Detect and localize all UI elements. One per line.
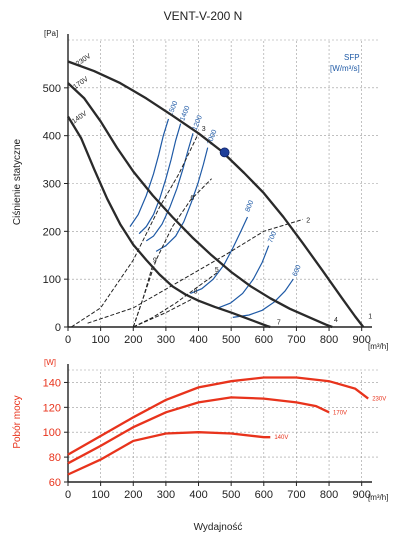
x-axis-label: Wydajność: [194, 522, 243, 533]
system-curve-label: 4: [334, 317, 338, 324]
fan-curve-label: 230V: [75, 53, 93, 68]
sfp-curve: [155, 147, 209, 252]
pressure-chart: SFP [W/m³/s] [Pa] [m³/h] Ciśnienie staty…: [12, 29, 388, 351]
system-curve: [133, 271, 219, 328]
sfp-curve-label: 700: [267, 230, 278, 244]
y-tick-label: 100: [43, 427, 61, 439]
y-tick-label: 300: [43, 179, 61, 191]
x-tick-label: 700: [287, 334, 305, 346]
y-tick-label: 0: [55, 322, 61, 334]
power-curve-140v: [67, 431, 271, 476]
y-tick-label: 140: [43, 377, 61, 389]
x-tick-label: 900: [353, 489, 371, 501]
x-tick-label: 700: [287, 489, 305, 501]
system-curve: [133, 297, 194, 328]
sfp-legend-title: SFP: [344, 53, 360, 62]
system-curve: [132, 264, 154, 328]
system-curve: [71, 133, 199, 328]
system-curve-label: 7: [277, 320, 281, 327]
x-tick-label: 800: [320, 334, 338, 346]
y-tick-label: 400: [43, 131, 61, 143]
pressure-y-unit: [Pa]: [44, 29, 58, 38]
sfp-curve: [190, 216, 249, 295]
sfp-curve: [232, 278, 294, 318]
power-curve-230v: [67, 376, 369, 456]
power-x-unit: [m³/h]: [368, 493, 388, 502]
sfp-legend-unit: [W/m³/s]: [330, 64, 360, 73]
x-tick-label: 300: [157, 489, 175, 501]
chart-title: VENT-V-200 N: [164, 9, 243, 23]
x-tick-label: 200: [124, 334, 142, 346]
x-tick-label: 300: [157, 334, 175, 346]
y-tick-label: 60: [49, 477, 61, 489]
x-tick-label: 0: [65, 334, 71, 346]
system-curve-label: 3: [202, 126, 206, 133]
system-curve-label: 6: [190, 195, 194, 202]
sfp-curve-label: 600: [292, 264, 303, 278]
power-curve-170v: [67, 396, 330, 465]
x-tick-label: 100: [91, 489, 109, 501]
y-tick-label: 120: [43, 402, 61, 414]
x-tick-label: 600: [255, 334, 273, 346]
sfp-curve: [138, 123, 182, 235]
power-y-label: Pobór mocy: [12, 395, 23, 448]
x-tick-label: 100: [91, 334, 109, 346]
x-tick-label: 600: [255, 489, 273, 501]
fan-curve-label: 140V: [71, 110, 89, 125]
system-curve-label: 9: [153, 257, 157, 264]
power-curve-label: 230V: [372, 397, 386, 403]
x-tick-label: 800: [320, 489, 338, 501]
pressure-y-label: Ciśnienie statyczne: [12, 138, 23, 225]
pressure-x-unit: [m³/h]: [368, 342, 388, 351]
fan-curve-170v: [67, 82, 333, 329]
system-curve-label: 2: [306, 218, 310, 225]
sfp-curve-label: 1400: [179, 105, 191, 122]
power-y-unit: [W]: [44, 358, 56, 367]
x-tick-label: 500: [222, 489, 240, 501]
sfp-curve: [217, 245, 270, 309]
power-chart: [W] [m³/h] Pobór mocy 0 100 200 300 400 500 60…: [12, 358, 388, 502]
fan-curve-230v: [67, 60, 365, 328]
y-tick-label: 80: [49, 452, 61, 464]
fan-curve-label: 170V: [72, 76, 90, 91]
system-curve: [87, 218, 304, 324]
y-tick-label: 500: [43, 83, 61, 95]
x-tick-label: 900: [353, 334, 371, 346]
sfp-curve-label: 800: [244, 199, 255, 213]
y-tick-label: 100: [43, 274, 61, 286]
power-curve-label: 170V: [333, 410, 347, 416]
x-tick-label: 0: [65, 489, 71, 501]
fan-curve-140v: [67, 115, 271, 329]
power-curve-label: 140V: [274, 435, 288, 441]
y-tick-label: 200: [43, 226, 61, 238]
system-curve-label: 1: [368, 313, 372, 320]
sfp-curve: [129, 118, 170, 227]
operating-point-marker: [219, 147, 230, 158]
system-curve-label: 5: [215, 267, 219, 274]
system-curve-label: 8: [194, 289, 198, 296]
x-tick-label: 500: [222, 334, 240, 346]
x-tick-label: 400: [189, 489, 207, 501]
sfp-curve: [145, 133, 194, 242]
x-tick-label: 400: [189, 334, 207, 346]
x-tick-label: 200: [124, 489, 142, 501]
